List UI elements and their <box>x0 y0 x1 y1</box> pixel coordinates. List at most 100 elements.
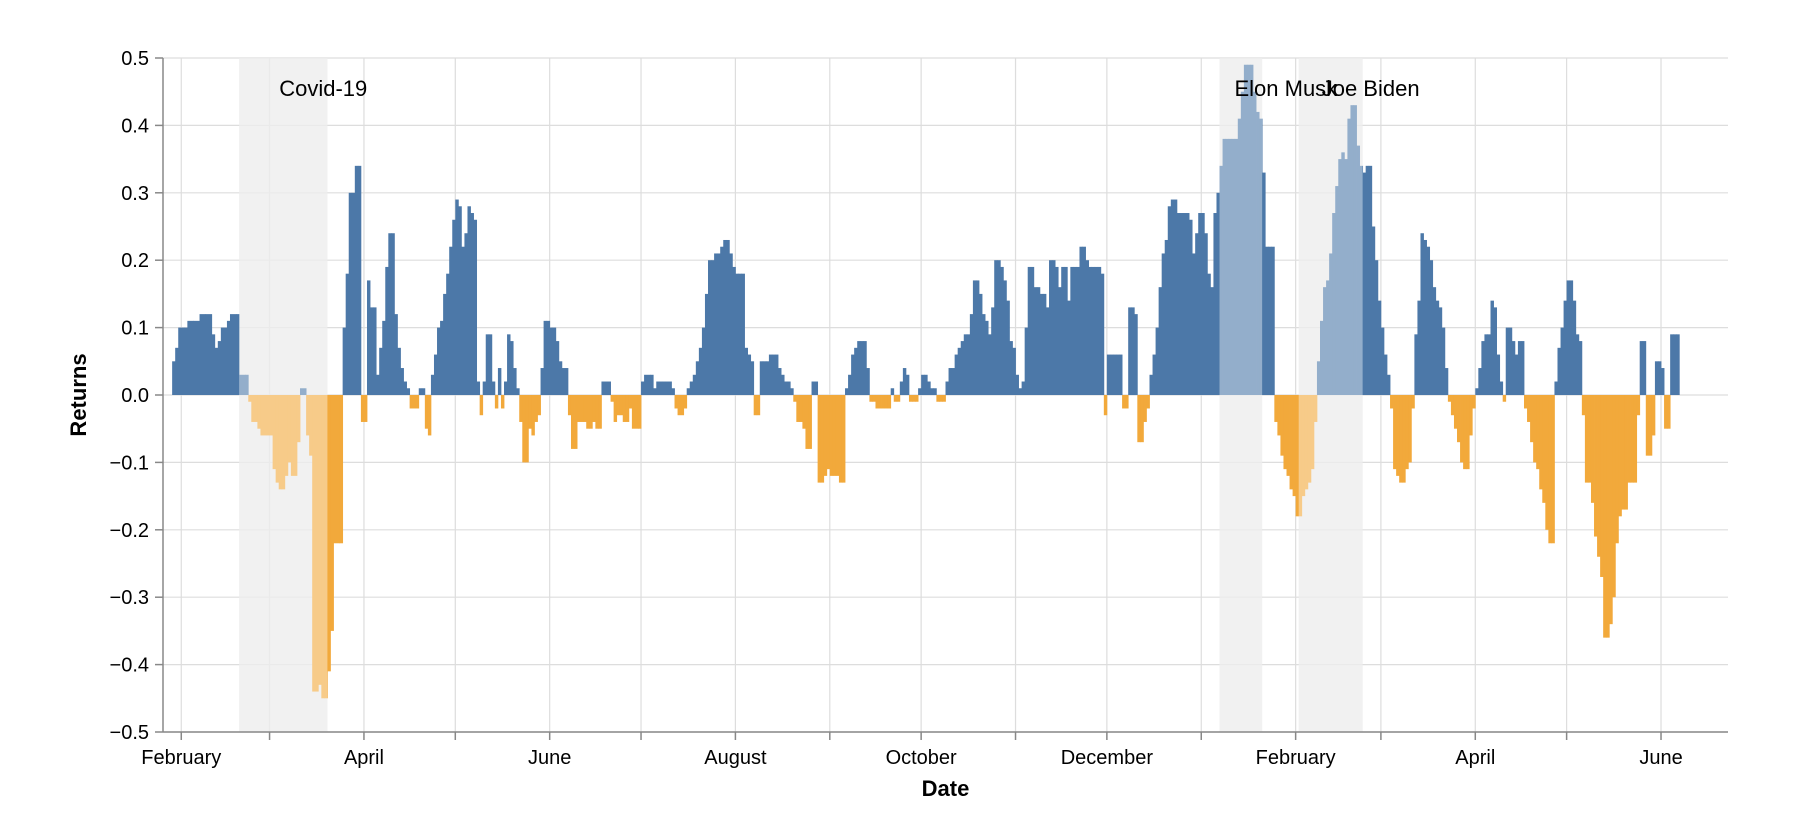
bar <box>975 280 980 395</box>
bar <box>433 354 438 395</box>
bar <box>1231 138 1236 395</box>
bar <box>817 395 822 483</box>
bar <box>558 361 563 395</box>
bar <box>1359 165 1364 395</box>
bar <box>1176 213 1181 395</box>
bar <box>1539 395 1543 490</box>
bar <box>908 395 913 402</box>
bar <box>912 395 916 402</box>
bar <box>1624 395 1628 510</box>
bar <box>1082 246 1086 395</box>
bar <box>1109 354 1114 395</box>
bar <box>1207 273 1211 395</box>
bar <box>1164 239 1169 395</box>
bar <box>360 395 365 422</box>
bar <box>440 320 444 395</box>
bar <box>662 381 666 395</box>
bar <box>637 395 642 429</box>
bar <box>458 206 462 395</box>
bar <box>1259 118 1263 395</box>
bar <box>1012 347 1016 395</box>
x-tick-label: June <box>1639 747 1682 769</box>
bar <box>577 395 584 422</box>
bar <box>1657 361 1662 395</box>
bar <box>1213 213 1217 395</box>
bar <box>1027 266 1032 395</box>
bar <box>625 395 630 422</box>
bar <box>936 395 940 402</box>
bar <box>857 341 861 395</box>
bar <box>1204 233 1208 395</box>
bar <box>1253 91 1257 395</box>
bar <box>1517 341 1522 395</box>
bar <box>1411 395 1415 409</box>
bar <box>1524 395 1528 409</box>
bar <box>1490 300 1494 395</box>
bar <box>711 260 715 395</box>
bar <box>494 395 499 409</box>
bar <box>905 374 910 395</box>
x-tick-label: April <box>344 747 384 769</box>
bar <box>519 395 523 422</box>
bar <box>1621 395 1625 510</box>
bar <box>1444 368 1449 395</box>
bar <box>1676 334 1680 395</box>
bar <box>260 395 267 436</box>
bar <box>1088 266 1093 395</box>
bar <box>284 395 289 476</box>
bar <box>1390 395 1394 409</box>
bar <box>1636 395 1641 416</box>
bar <box>333 395 340 544</box>
bar <box>951 368 956 395</box>
bar <box>823 395 828 476</box>
bar <box>927 381 931 395</box>
bar <box>1052 260 1056 395</box>
bar <box>720 246 724 395</box>
bar <box>473 219 478 395</box>
bar <box>692 374 697 395</box>
bar <box>723 239 727 395</box>
bar <box>1578 341 1583 395</box>
x-tick-label: August <box>704 747 767 769</box>
bar <box>701 327 706 395</box>
bar <box>619 395 624 416</box>
bar <box>1201 213 1205 395</box>
bar <box>421 388 426 395</box>
bar <box>1405 395 1409 470</box>
bar <box>278 395 283 490</box>
bar <box>248 395 252 402</box>
bar <box>653 388 657 395</box>
bar <box>1484 334 1488 395</box>
bar <box>628 395 633 409</box>
bar <box>607 381 611 395</box>
bar <box>564 368 569 395</box>
event-label: Covid-19 <box>279 76 367 101</box>
bar <box>1076 266 1080 395</box>
bar <box>622 395 627 422</box>
bar <box>1316 361 1321 395</box>
bar <box>1563 300 1568 395</box>
bar <box>427 395 432 436</box>
bar <box>1594 395 1598 537</box>
bar <box>1195 233 1199 395</box>
bar <box>373 307 377 395</box>
bar <box>641 381 645 395</box>
bar <box>1106 354 1111 395</box>
bar <box>948 368 952 395</box>
bar <box>357 165 362 395</box>
bar <box>583 395 587 422</box>
bar <box>890 388 895 395</box>
bar <box>461 246 465 395</box>
bar <box>1493 307 1497 395</box>
bar <box>1362 172 1367 395</box>
bar <box>455 199 459 395</box>
bar <box>1645 395 1650 456</box>
bar <box>790 388 794 395</box>
bar <box>674 395 678 409</box>
bar <box>771 354 776 395</box>
bar <box>236 314 240 395</box>
bar <box>860 341 864 395</box>
bar <box>507 334 511 395</box>
bar <box>960 341 965 395</box>
bar <box>1030 266 1035 395</box>
